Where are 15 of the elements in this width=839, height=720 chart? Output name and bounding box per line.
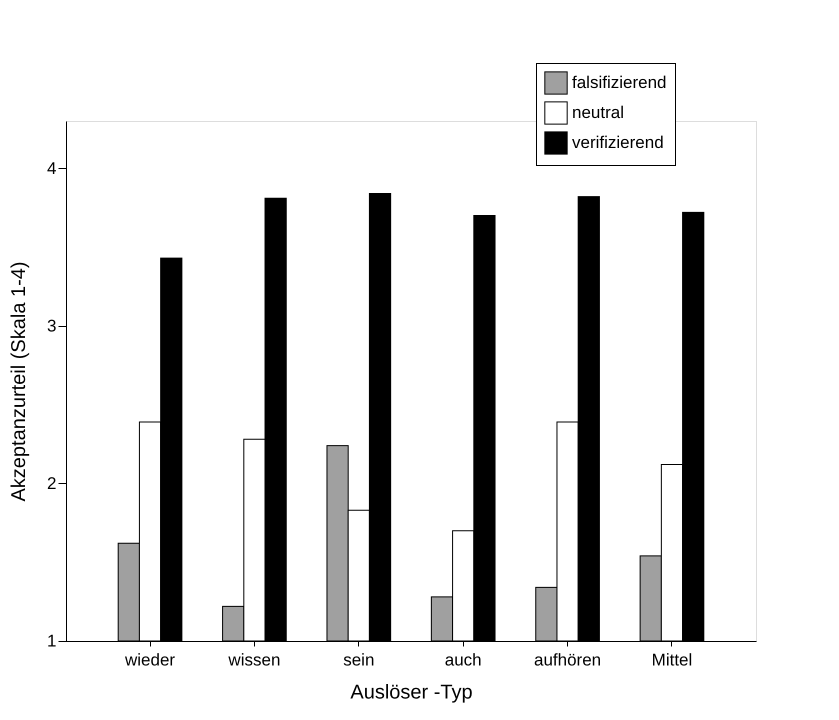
- x-axis-title: Auslöser -Typ: [350, 682, 473, 704]
- legend-label: falsifizierend: [572, 73, 666, 92]
- x-tick-label: auch: [444, 650, 482, 670]
- legend-label: verifizierend: [572, 133, 664, 152]
- y-tick-label: 1: [47, 632, 56, 650]
- x-tick-label: aufhören: [534, 650, 602, 670]
- y-tick-label: 4: [47, 158, 56, 178]
- x-tick-label: wissen: [227, 650, 280, 670]
- y-axis-title: Akzeptanzurteil (Skala 1-4): [8, 261, 30, 502]
- x-tick-label: sein: [343, 650, 374, 670]
- x-tick-label: wieder: [124, 650, 176, 670]
- x-tick-label: Mittel: [652, 650, 692, 670]
- legend-label: neutral: [572, 103, 624, 122]
- y-tick-label: 3: [47, 316, 56, 336]
- y-tick-label: 2: [47, 474, 56, 493]
